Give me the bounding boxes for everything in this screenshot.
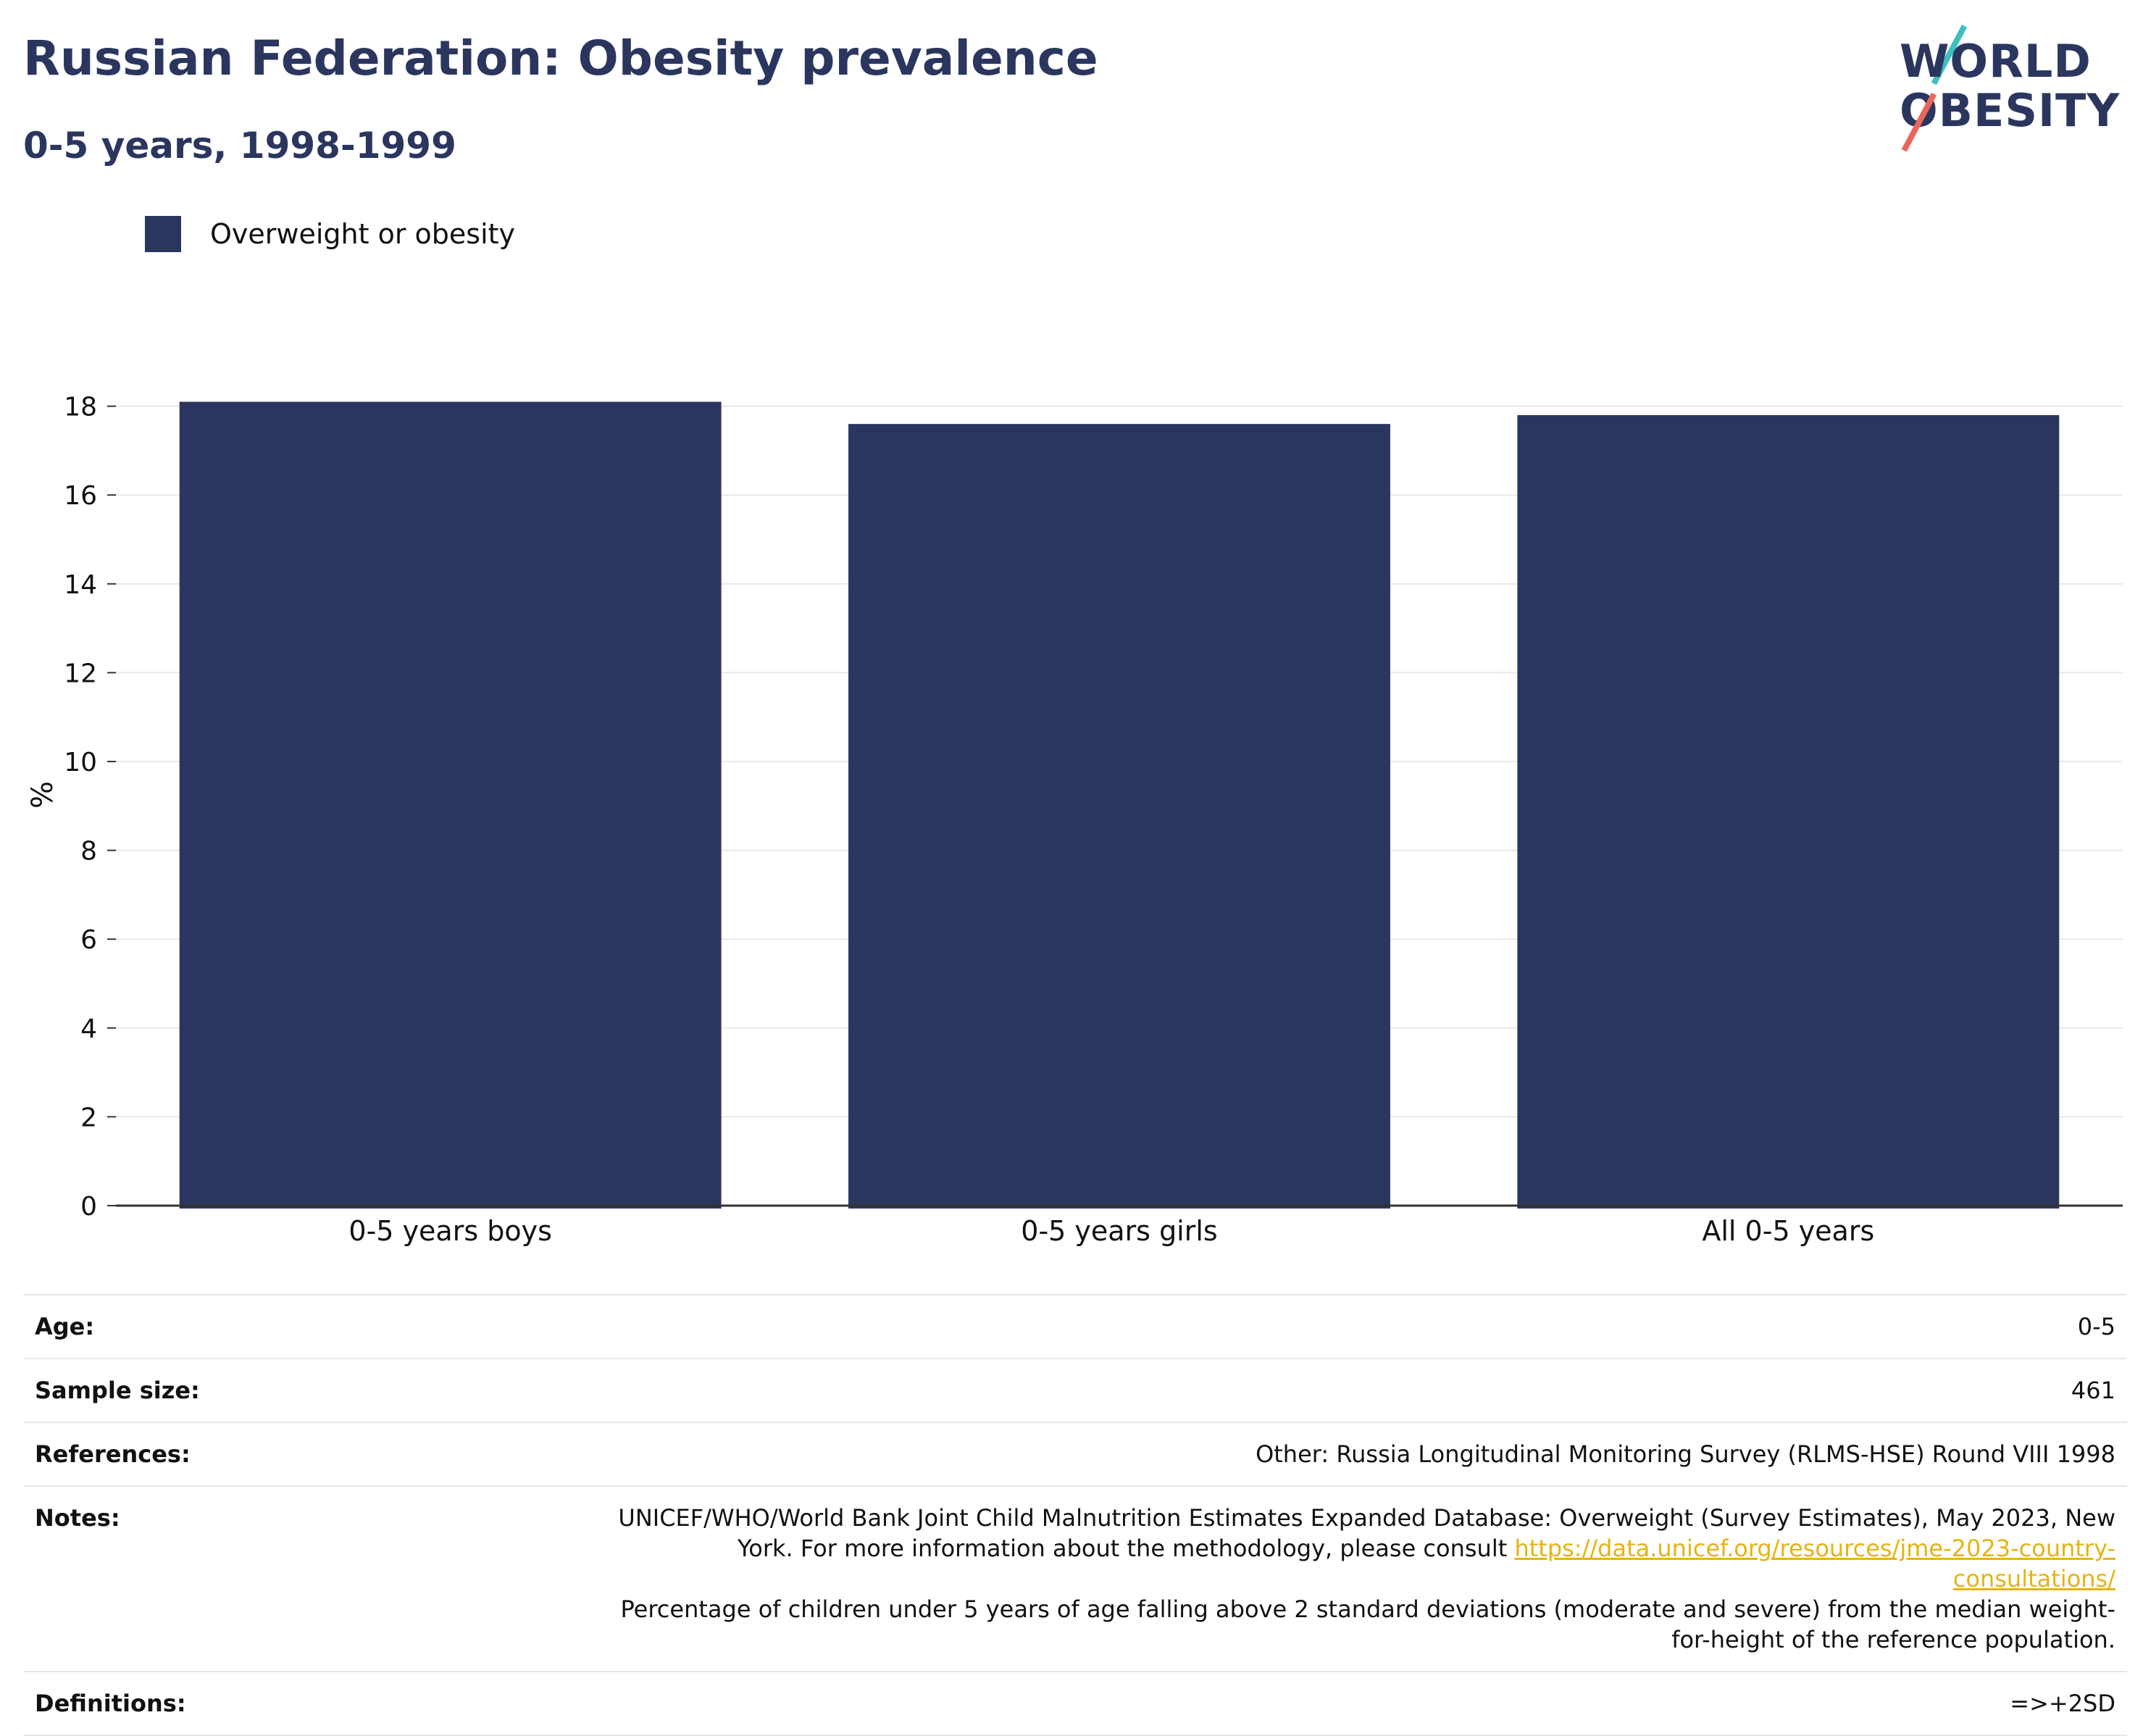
legend: Overweight or obesity xyxy=(145,216,515,252)
y-tick-label: 6 xyxy=(80,925,97,955)
world-obesity-logo[interactable]: WORLD OBESITY xyxy=(1884,20,2130,158)
info-value-sample-size: 461 xyxy=(2071,1377,2115,1404)
info-row-definitions: Definitions: =>+2SD xyxy=(23,1672,2127,1736)
info-row-sample-size: Sample size: 461 xyxy=(23,1359,2127,1423)
y-tick-label: 8 xyxy=(80,837,97,867)
y-tick-label: 10 xyxy=(64,748,97,777)
notes-text-after: Percentage of children under 5 years of … xyxy=(620,1595,2116,1653)
legend-swatch xyxy=(145,216,181,252)
x-tick-label: All 0-5 years xyxy=(1702,1215,1874,1247)
y-tick-label: 12 xyxy=(64,659,97,688)
y-tick-label: 2 xyxy=(80,1103,97,1132)
info-value-notes: UNICEF/WHO/World Bank Joint Child Malnut… xyxy=(594,1503,2115,1655)
notes-link[interactable]: https://data.unicef.org/resources/jme-20… xyxy=(1514,1535,2115,1593)
info-row-notes: Notes: UNICEF/WHO/World Bank Joint Child… xyxy=(23,1487,2127,1672)
bar xyxy=(848,424,1390,1209)
y-tick-label: 4 xyxy=(80,1014,97,1044)
info-value-age: 0-5 xyxy=(2077,1313,2115,1340)
info-label-notes: Notes: xyxy=(35,1504,120,1532)
info-table: Age: 0-5 Sample size: 461 References: Ot… xyxy=(23,1294,2127,1736)
y-tick-label: 14 xyxy=(64,570,97,600)
info-label-sample-size: Sample size: xyxy=(35,1377,200,1404)
info-row-references: References: Other: Russia Longitudinal M… xyxy=(23,1423,2127,1487)
bar xyxy=(1517,414,2060,1209)
info-value-references: Other: Russia Longitudinal Monitoring Su… xyxy=(1256,1440,2115,1468)
info-label-references: References: xyxy=(35,1440,191,1468)
legend-label: Overweight or obesity xyxy=(210,218,516,250)
notes-text-before: UNICEF/WHO/World Bank Joint Child Malnut… xyxy=(618,1504,2115,1562)
chart-subtitle: 0-5 years, 1998-1999 xyxy=(23,125,456,167)
y-axis-label: % xyxy=(26,781,59,809)
info-label-definitions: Definitions: xyxy=(35,1690,186,1717)
y-tick-label: 16 xyxy=(64,481,97,511)
x-tick-label: 0-5 years girls xyxy=(1021,1215,1217,1247)
info-label-age: Age: xyxy=(35,1313,95,1340)
chart-title: Russian Federation: Obesity prevalence xyxy=(23,30,1098,86)
bar-chart: 0 2 4 6 8 10 12 14 16 18 0-5 years boys 0-5 years g… xyxy=(26,393,2123,1247)
y-tick-label: 18 xyxy=(64,393,97,422)
bar xyxy=(179,401,722,1209)
info-value-definitions: =>+2SD xyxy=(2010,1690,2115,1717)
logo-word-world: WORLD xyxy=(1900,35,2092,88)
info-row-age: Age: 0-5 xyxy=(23,1295,2127,1359)
y-tick-label: 0 xyxy=(80,1192,97,1222)
x-tick-label: 0-5 years boys xyxy=(348,1215,551,1247)
